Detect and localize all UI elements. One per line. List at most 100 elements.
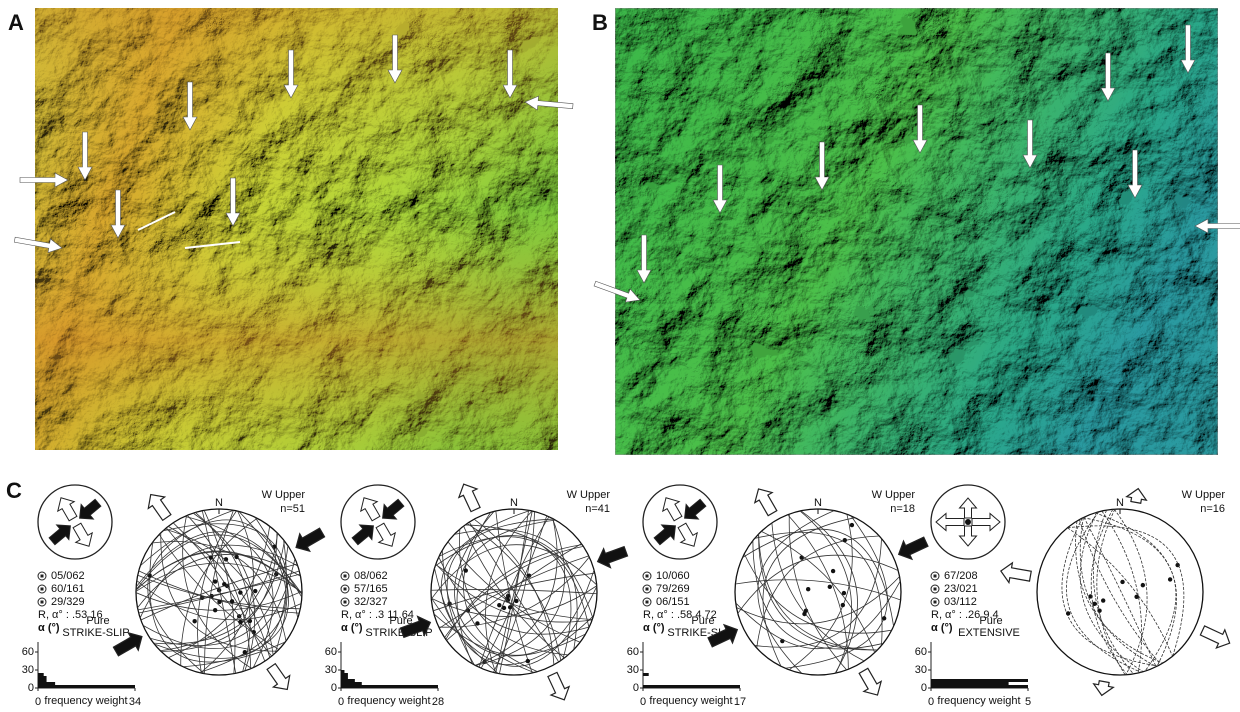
striae-dot	[831, 569, 835, 573]
sample-count: n=41	[585, 503, 610, 515]
stress-axis: 67/208	[944, 570, 978, 582]
striae-dot	[1134, 595, 1138, 599]
hist-bar	[643, 673, 649, 676]
striae-dot	[497, 603, 501, 607]
terrain-map	[615, 8, 1218, 455]
striae-dot	[222, 582, 226, 586]
stress-arrow	[855, 666, 886, 700]
stress-axis: 23/021	[944, 583, 978, 595]
stress-arrow	[999, 561, 1032, 586]
x-axis-title: frequency weight	[44, 695, 127, 707]
y-tick-label: 0	[921, 682, 927, 694]
regime-icon	[38, 485, 112, 559]
striae-dot	[841, 603, 845, 607]
hist-bar	[38, 673, 44, 676]
striae-dot	[238, 590, 242, 594]
striae-dot	[1168, 577, 1172, 581]
x-tick-label: 28	[432, 696, 444, 708]
regime-icon	[643, 485, 717, 559]
regime-type: Pure	[979, 615, 1002, 627]
hist-bar	[931, 685, 1028, 688]
axis-symbol-inner	[344, 601, 347, 604]
axis-symbol-inner	[344, 575, 347, 578]
sample-count: n=51	[280, 503, 305, 515]
alpha-label: α (°)	[38, 622, 60, 634]
hist-bar	[38, 685, 135, 688]
hist-bar	[38, 676, 47, 679]
icon-dot	[965, 519, 971, 525]
sample-count: n=18	[890, 503, 915, 515]
striae-dot	[464, 568, 468, 572]
y-tick-label: 30	[915, 664, 927, 676]
axis-symbol-inner	[344, 588, 347, 591]
striae-dot	[1092, 602, 1096, 606]
striae-dot	[799, 555, 803, 559]
stress-arrow	[143, 489, 175, 523]
stress-axis: 06/151	[656, 596, 690, 608]
striae-dot	[526, 659, 530, 663]
stress-axis: 05/062	[51, 570, 85, 582]
hist-bar	[341, 679, 355, 682]
north-label: N	[215, 497, 223, 509]
stress-arrow	[543, 670, 573, 704]
panel-a	[14, 8, 574, 450]
striae-dot	[234, 555, 238, 559]
striae-dot	[806, 587, 810, 591]
striae-dot	[1141, 583, 1145, 587]
stress-arrow	[1126, 487, 1148, 504]
striae-dot	[253, 589, 257, 593]
stress-arrow	[291, 524, 327, 556]
axis-symbol-inner	[646, 588, 649, 591]
striae-dot	[213, 608, 217, 612]
striae-dot	[248, 619, 252, 623]
striae-dot	[192, 619, 196, 623]
y-tick-label: 30	[325, 664, 337, 676]
striae-dot	[1101, 598, 1105, 602]
axis-symbol-inner	[646, 575, 649, 578]
hist-bar	[931, 679, 1028, 682]
striae-dot	[514, 599, 518, 603]
striae-dot	[230, 599, 234, 603]
striae-dot	[213, 579, 217, 583]
stress-arrow	[1092, 680, 1114, 697]
stress-axis: 10/060	[656, 570, 690, 582]
stereonet-title: W Upper	[872, 489, 916, 501]
y-tick-label: 60	[325, 646, 337, 658]
y-tick-label: 60	[22, 646, 34, 658]
hist-bar	[341, 673, 348, 676]
stress-arrow	[455, 480, 485, 514]
panel-label: A	[8, 10, 24, 35]
north-label: N	[1116, 497, 1124, 509]
y-tick-label: 60	[627, 646, 639, 658]
alpha-label: α (°)	[931, 622, 953, 634]
stereonet-title: W Upper	[1182, 489, 1226, 501]
axis-symbol-inner	[41, 575, 44, 578]
hist-bar	[341, 676, 348, 679]
striae-dot	[508, 605, 512, 609]
panel-b	[593, 8, 1240, 455]
hist-bar	[643, 685, 740, 688]
striae-dot	[882, 616, 886, 620]
stress-axis: 08/062	[354, 570, 388, 582]
north-label: N	[510, 497, 518, 509]
stress-axis: 32/327	[354, 596, 388, 608]
stress-axis: 03/112	[944, 596, 977, 608]
hist-bar	[38, 682, 55, 685]
x-tick-label: 0	[35, 696, 41, 708]
x-tick-label: 34	[129, 696, 141, 708]
x-tick-label: 0	[640, 696, 646, 708]
striae-dot	[475, 621, 479, 625]
stress-arrow	[263, 661, 295, 695]
alpha-label: α (°)	[643, 622, 665, 634]
regime-type: Pure	[86, 615, 109, 627]
striae-dot	[828, 585, 832, 589]
axis-symbol-inner	[41, 601, 44, 604]
axis-symbol-inner	[41, 588, 44, 591]
y-tick-label: 0	[28, 682, 34, 694]
y-tick-label: 30	[22, 664, 34, 676]
hist-bar	[341, 670, 344, 673]
stress-axis: 57/165	[354, 583, 388, 595]
regime-name: STRIKE-SLIP	[62, 627, 129, 639]
y-tick-label: 60	[915, 646, 927, 658]
x-axis-title: frequency weight	[347, 695, 430, 707]
